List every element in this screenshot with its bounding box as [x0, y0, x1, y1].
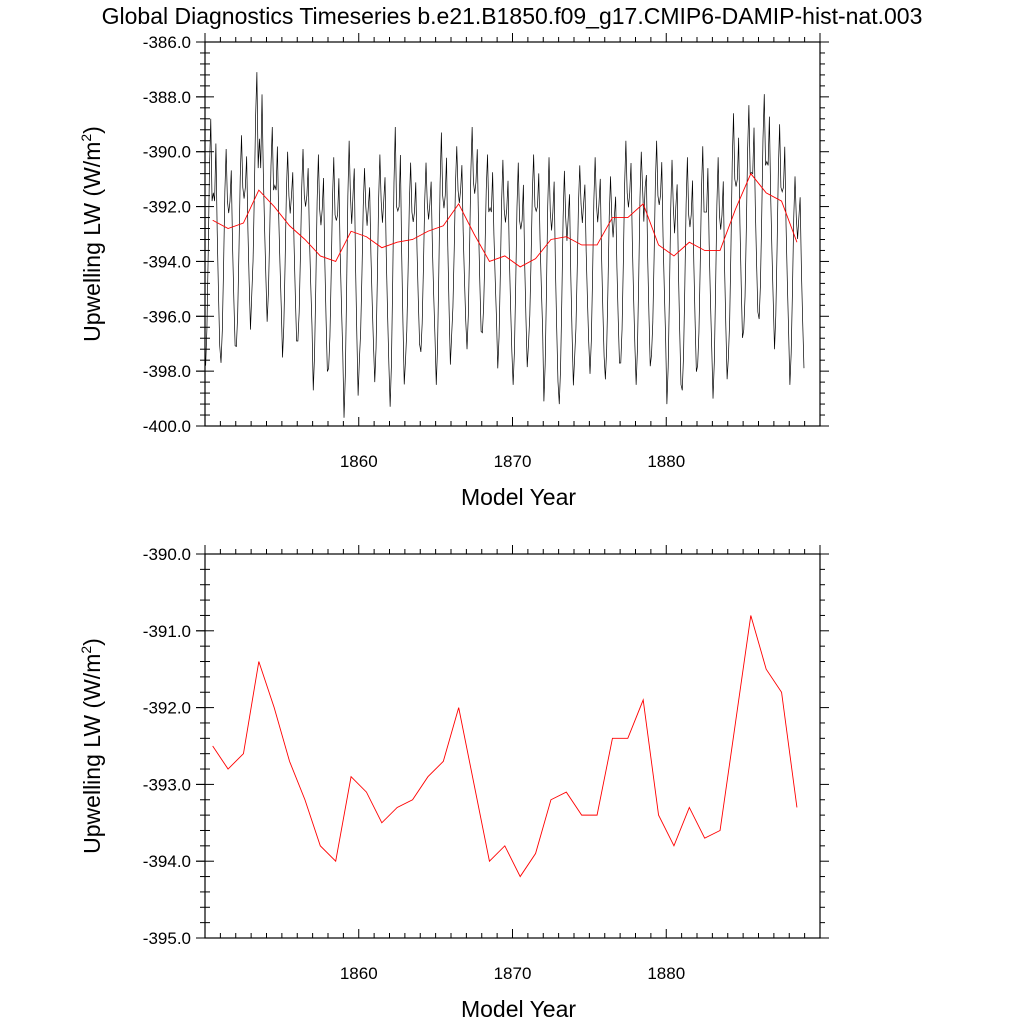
y-tick-label: -388.0 [143, 88, 191, 107]
y-tick-label: -393.0 [143, 775, 191, 794]
x-axis-title: Model Year [461, 996, 576, 1022]
y-tick-label: -390.0 [143, 545, 191, 564]
x-axis-title: Model Year [461, 484, 576, 510]
top-plot: -386.0 -388.0 -390.0 -392.0 -394.0 -396.0 -398… [78, 33, 829, 510]
y-tick-label: -400.0 [143, 417, 191, 436]
bottom-plot: -390.0 -391.0 -392.0 -393.0 -394.0 -395.0 1860… [78, 545, 829, 1022]
y-tick-label: -398.0 [143, 362, 191, 381]
monthly-series-line [205, 72, 805, 418]
x-tick-label: 1870 [494, 964, 532, 983]
y-tick-label: -391.0 [143, 622, 191, 641]
y-tick-label: -392.0 [143, 198, 191, 217]
y-tick-label: -394.0 [143, 852, 191, 871]
x-tick-label: 1880 [647, 452, 685, 471]
annual-mean-line [212, 615, 798, 878]
annual-mean-line [212, 172, 798, 268]
page-title: Global Diagnostics Timeseries b.e21.B185… [101, 3, 923, 29]
y-tick-label: -396.0 [143, 307, 191, 326]
y-tick-label: -394.0 [143, 252, 191, 271]
x-tick-label: 1860 [340, 452, 378, 471]
y-tick-label: -390.0 [143, 143, 191, 162]
plot-frame [204, 41, 821, 427]
y-axis-title: Upwelling LW (W/m2) [78, 126, 105, 342]
y-tick-label: -386.0 [143, 33, 191, 52]
y-tick-label: -395.0 [143, 929, 191, 948]
plot-frame [204, 553, 821, 939]
x-tick-label: 1860 [340, 964, 378, 983]
tick-marks [196, 545, 829, 939]
tick-marks [196, 33, 829, 427]
x-tick-label: 1880 [647, 964, 685, 983]
y-axis-title: Upwelling LW (W/m2) [78, 638, 105, 854]
y-tick-label: -392.0 [143, 699, 191, 718]
x-tick-label: 1870 [494, 452, 532, 471]
